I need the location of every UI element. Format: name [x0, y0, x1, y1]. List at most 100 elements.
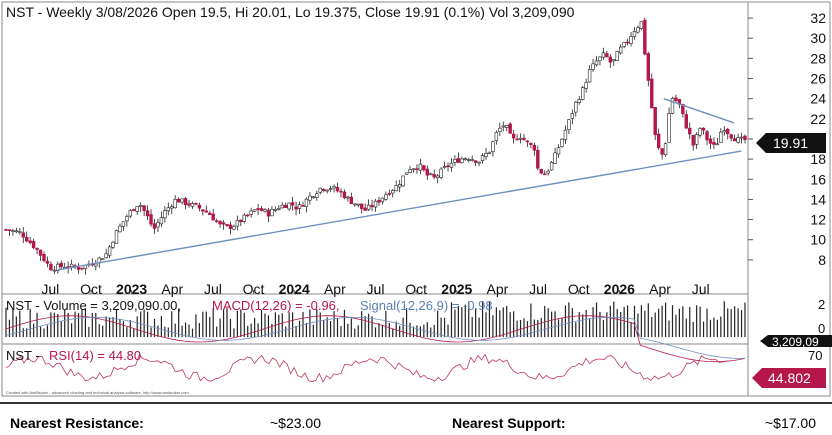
volume-y-tick-2: 2	[818, 297, 825, 312]
candle-up	[280, 204, 284, 209]
candle-down	[643, 19, 647, 55]
candle-up	[463, 158, 467, 160]
candle-up	[567, 119, 571, 130]
candle-up	[739, 136, 744, 139]
candle-down	[38, 249, 43, 256]
candle-up	[252, 209, 257, 212]
candle-up	[346, 196, 350, 199]
candle-up	[104, 253, 108, 259]
candle-up	[560, 138, 564, 147]
x-tick-label: Jul	[204, 281, 222, 297]
candle-up	[328, 188, 333, 190]
candle-down	[625, 41, 630, 44]
candle-down	[187, 203, 191, 206]
candle-up	[325, 189, 329, 192]
candle-up	[591, 63, 595, 70]
candle-up	[404, 172, 409, 175]
candle-up	[598, 56, 602, 62]
candle-up	[480, 155, 485, 161]
candle-up	[518, 137, 523, 140]
candle-down	[653, 107, 657, 135]
candle-down	[456, 158, 461, 163]
candle-up	[311, 196, 316, 199]
rsi-line	[5, 353, 727, 383]
rsi-series	[5, 353, 727, 383]
rsi-label: RSI(14) = 44.80	[49, 348, 141, 363]
candle-up	[270, 209, 274, 217]
candle-down	[532, 144, 537, 151]
candle-down	[49, 263, 53, 271]
candle-up	[391, 190, 395, 194]
candle-down	[363, 207, 367, 211]
support-label: Nearest Support:	[452, 415, 566, 431]
candle-down	[228, 224, 233, 229]
candle-down	[176, 198, 181, 203]
candle-up	[722, 130, 726, 133]
candle-up	[111, 241, 115, 248]
candle-down	[211, 213, 215, 221]
candle-up	[69, 263, 74, 267]
candle-down	[681, 103, 685, 115]
candle-down	[726, 128, 730, 135]
candle-up	[163, 210, 167, 219]
candle-up	[128, 210, 133, 217]
rsi-label-prefix: NST -	[6, 348, 40, 363]
candle-down	[21, 232, 25, 238]
candle-down	[335, 186, 340, 192]
candle-down	[660, 148, 664, 155]
candle-up	[615, 51, 619, 61]
candle-down	[529, 143, 533, 145]
candle-down	[605, 53, 609, 58]
candle-down	[183, 198, 188, 206]
candle-up	[719, 131, 723, 143]
candle-down	[218, 221, 222, 225]
candle-down	[359, 203, 364, 209]
candle-down	[339, 190, 343, 193]
y-tick-label: 28	[810, 50, 826, 66]
candle-down	[508, 123, 512, 134]
volume-bars	[5, 301, 746, 363]
candle-up	[304, 198, 309, 207]
candle-up	[491, 141, 495, 152]
rsi-y-tick-70: 70	[808, 348, 822, 363]
candle-up	[618, 46, 623, 54]
candle-up	[56, 263, 60, 271]
candle-down	[688, 127, 692, 135]
candle-down	[543, 173, 547, 176]
y-tick-label: 24	[810, 91, 826, 107]
candle-down	[246, 214, 250, 217]
candle-up	[394, 185, 398, 192]
candle-up	[380, 197, 385, 203]
x-tick-label: 2025	[441, 281, 472, 297]
candle-down	[259, 208, 264, 212]
candle-up	[629, 36, 633, 44]
candle-down	[25, 237, 29, 242]
price-panel	[1, 1, 749, 295]
candle-up	[487, 151, 492, 154]
candle-up	[601, 52, 606, 58]
candle-up	[170, 206, 174, 209]
candle-up	[612, 59, 616, 62]
candle-down	[290, 202, 295, 206]
candle-up	[100, 258, 105, 261]
candle-up	[435, 175, 440, 179]
candle-up	[577, 99, 581, 103]
candle-down	[7, 229, 12, 231]
candle-up	[442, 166, 447, 168]
candle-down	[35, 247, 39, 250]
x-tick-label: Apr	[487, 281, 509, 297]
y-tick-label: 8	[818, 252, 826, 268]
candle-up	[411, 168, 416, 171]
candle-down	[284, 204, 288, 209]
x-tick-label: 2026	[604, 281, 635, 297]
candle-down	[42, 253, 46, 262]
candle-up	[494, 132, 499, 141]
x-tick-label: Oct	[568, 281, 590, 297]
candle-down	[432, 174, 436, 178]
candle-up	[249, 210, 253, 215]
candle-down	[701, 127, 706, 131]
candle-up	[135, 205, 139, 212]
candle-up	[107, 246, 112, 256]
candle-up	[384, 194, 388, 200]
candle-down	[294, 206, 298, 210]
